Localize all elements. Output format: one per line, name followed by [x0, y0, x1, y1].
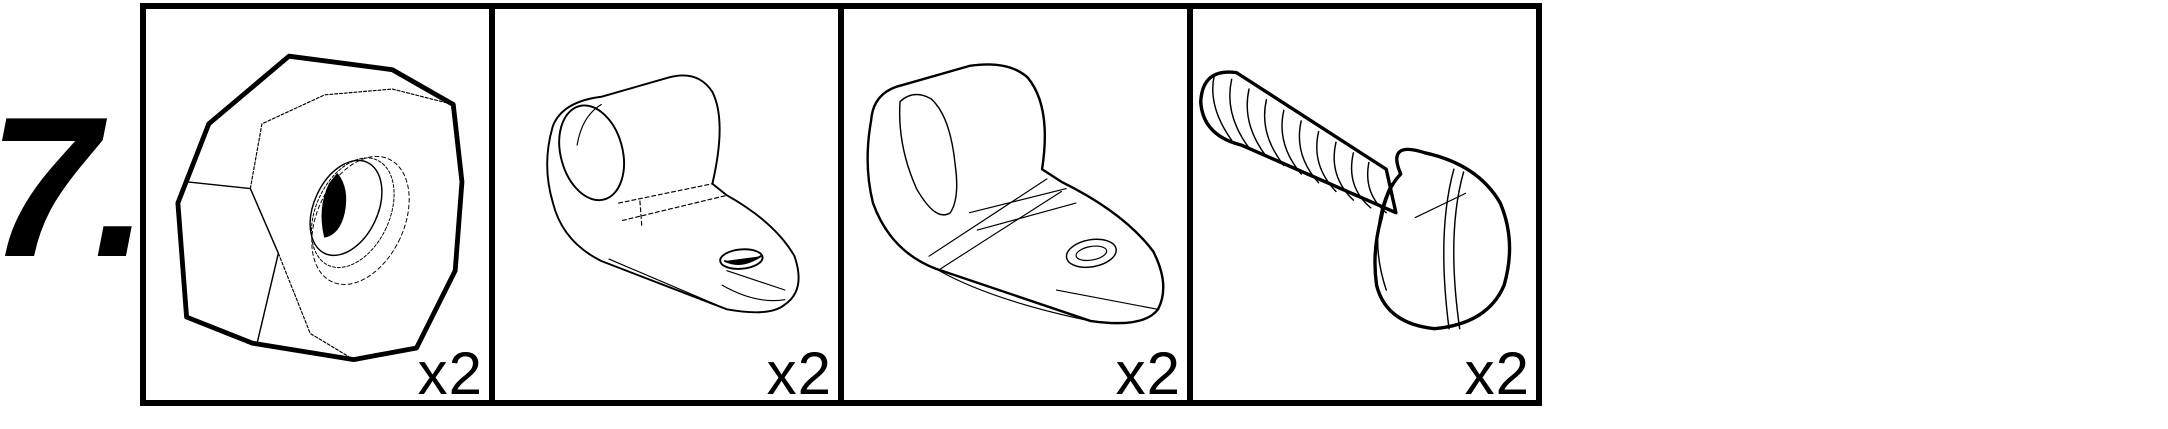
part-panel-cable-clamp-2: x2 — [838, 3, 1193, 406]
quantity-label: x2 — [1464, 340, 1530, 407]
quantity-label: x2 — [766, 340, 832, 407]
hex-nut-icon — [175, 53, 465, 362]
part-panel-slotted-screw: x2 — [1187, 3, 1542, 406]
cable-clamp-icon — [546, 74, 800, 314]
part-panel-cable-clamp-1: x2 — [489, 3, 844, 406]
cable-clamp-icon — [866, 63, 1165, 325]
part-panel-hex-nut: x2 — [140, 3, 495, 406]
step-number: 7. — [0, 76, 149, 299]
quantity-label: x2 — [417, 340, 483, 407]
slotted-screw-icon — [1199, 70, 1512, 331]
parts-list: x2 x2 — [140, 3, 1542, 406]
quantity-label: x2 — [1115, 340, 1181, 407]
